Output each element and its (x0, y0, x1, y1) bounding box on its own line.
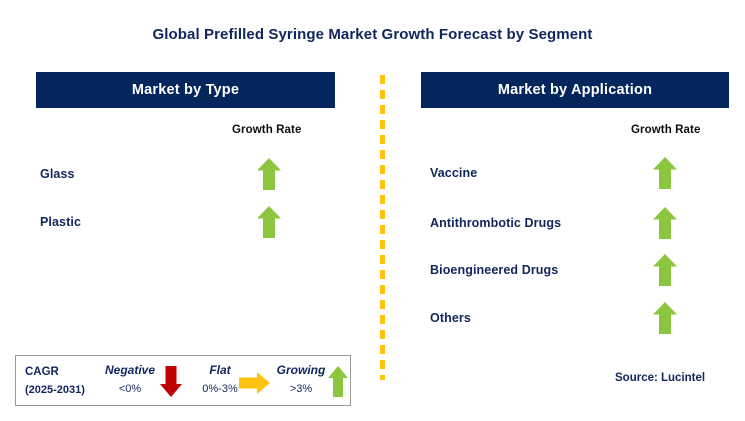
table-row: Antithrombotic Drugs (430, 206, 692, 240)
legend-growing-word: Growing (276, 363, 326, 377)
segment-label: Others (430, 311, 471, 325)
cagr-legend: CAGR (2025-2031) Negative <0% Flat 0%-3% (15, 355, 351, 406)
arrow-up-icon (652, 301, 678, 335)
growth-rate-label-left: Growth Rate (232, 124, 302, 136)
legend-negative-range: <0% (118, 383, 142, 395)
vertical-dashed-divider (380, 75, 385, 380)
segment-label: Antithrombotic Drugs (430, 216, 562, 230)
panel-header-market-by-application: Market by Application (421, 72, 729, 108)
legend-flat-word: Flat (209, 363, 231, 377)
segment-label: Vaccine (430, 166, 478, 180)
page-title: Global Prefilled Syringe Market Growth F… (152, 26, 593, 43)
table-row: Vaccine (430, 156, 692, 190)
legend-growing-range: >3% (289, 383, 313, 395)
arrow-up-icon (652, 206, 678, 240)
legend-cagr-title-block: CAGR (2025-2031) (25, 363, 85, 399)
table-row: Others (430, 301, 692, 335)
legend-cagr-period: (2025-2031) (25, 384, 85, 396)
panel-market-by-application: Market by Application (421, 72, 729, 108)
arrow-up-icon (256, 157, 282, 191)
source-attribution: Source: Lucintel (615, 372, 706, 384)
segment-label: Plastic (40, 215, 82, 229)
panel-market-by-type: Market by Type (36, 72, 335, 108)
table-row: Bioengineered Drugs (430, 253, 692, 287)
legend-item-growing: Growing >3% (265, 361, 337, 399)
arrow-up-icon (652, 156, 678, 190)
legend-item-flat: Flat 0%-3% (184, 361, 256, 399)
segment-label: Glass (40, 167, 75, 181)
table-row: Glass (40, 157, 296, 191)
arrow-up-icon (256, 205, 282, 239)
arrow-up-icon (652, 253, 678, 287)
legend-flat-range: 0%-3% (202, 383, 238, 395)
arrow-down-icon (159, 365, 183, 398)
legend-negative-word: Negative (104, 363, 156, 377)
growth-rate-label-right: Growth Rate (631, 124, 701, 136)
panel-header-market-by-type: Market by Type (36, 72, 335, 108)
segment-label: Bioengineered Drugs (430, 263, 559, 277)
table-row: Plastic (40, 205, 296, 239)
arrow-right-icon (238, 371, 271, 395)
legend-cagr-title: CAGR (25, 366, 59, 378)
arrow-up-icon (327, 365, 349, 398)
legend-item-negative: Negative <0% (94, 361, 166, 399)
